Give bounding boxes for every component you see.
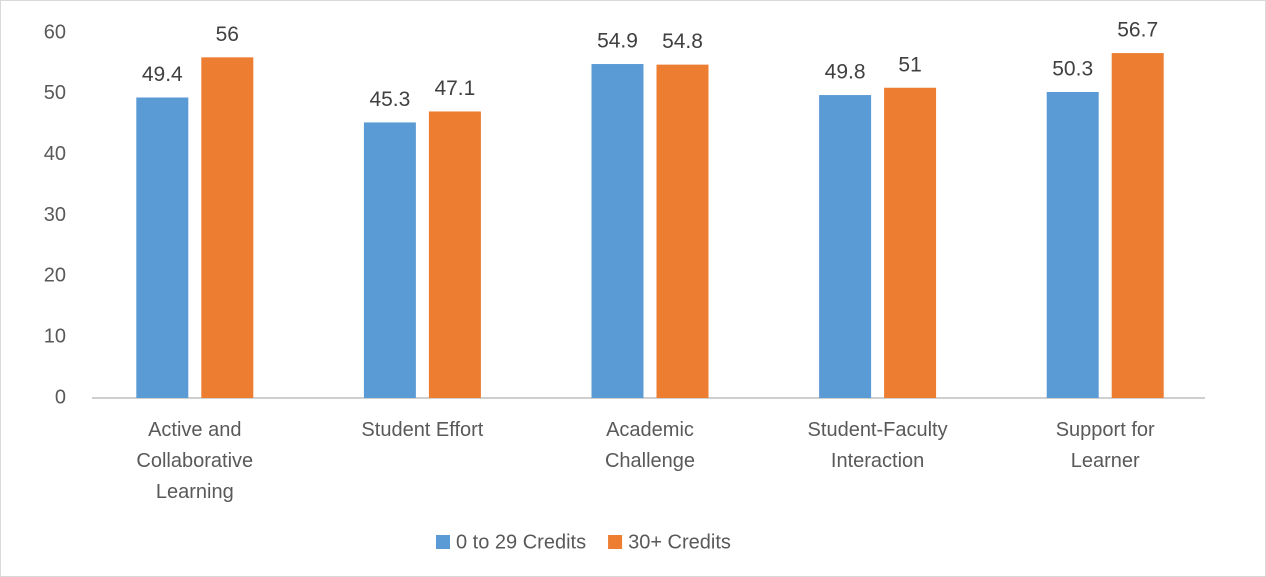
x-tick-label: Active and Collaborative Learning [136, 419, 253, 503]
y-tick-label: 10 [44, 325, 66, 347]
y-tick-label: 60 [44, 21, 66, 43]
x-tick-label: Student Effort [361, 419, 483, 441]
data-label: 47.1 [434, 77, 475, 100]
legend-label: 30+ Credits [628, 531, 731, 553]
data-label: 45.3 [369, 88, 410, 111]
data-label: 54.9 [597, 30, 638, 53]
data-label: 54.8 [662, 30, 703, 53]
bar [363, 122, 416, 399]
data-label: 56 [216, 23, 239, 46]
y-tick-label: 20 [44, 265, 66, 287]
y-tick-label: 50 [44, 82, 66, 104]
y-tick-label: 40 [44, 143, 66, 165]
data-label: 51 [898, 53, 921, 76]
bar [1111, 53, 1164, 398]
bar [591, 64, 644, 399]
bar [656, 64, 709, 398]
bar [1046, 92, 1099, 398]
data-label: 56.7 [1117, 19, 1158, 42]
data-label: 49.8 [825, 61, 866, 84]
data-label: 49.4 [142, 63, 183, 86]
bar [428, 111, 481, 398]
legend-label: 0 to 29 Credits [456, 531, 586, 553]
bar [884, 87, 937, 398]
legend-swatch [436, 535, 450, 549]
data-label: 50.3 [1052, 58, 1093, 81]
bar [136, 97, 189, 398]
bar [819, 95, 872, 399]
y-tick-label: 30 [44, 204, 66, 226]
y-tick-label: 0 [55, 386, 66, 408]
x-tick-label: Academic Challenge [605, 419, 695, 472]
x-tick-label: Support for Learner [1056, 419, 1155, 472]
x-tick-label: Student-Faculty Interaction [808, 419, 948, 472]
legend-swatch [608, 535, 623, 549]
bar [201, 57, 254, 398]
